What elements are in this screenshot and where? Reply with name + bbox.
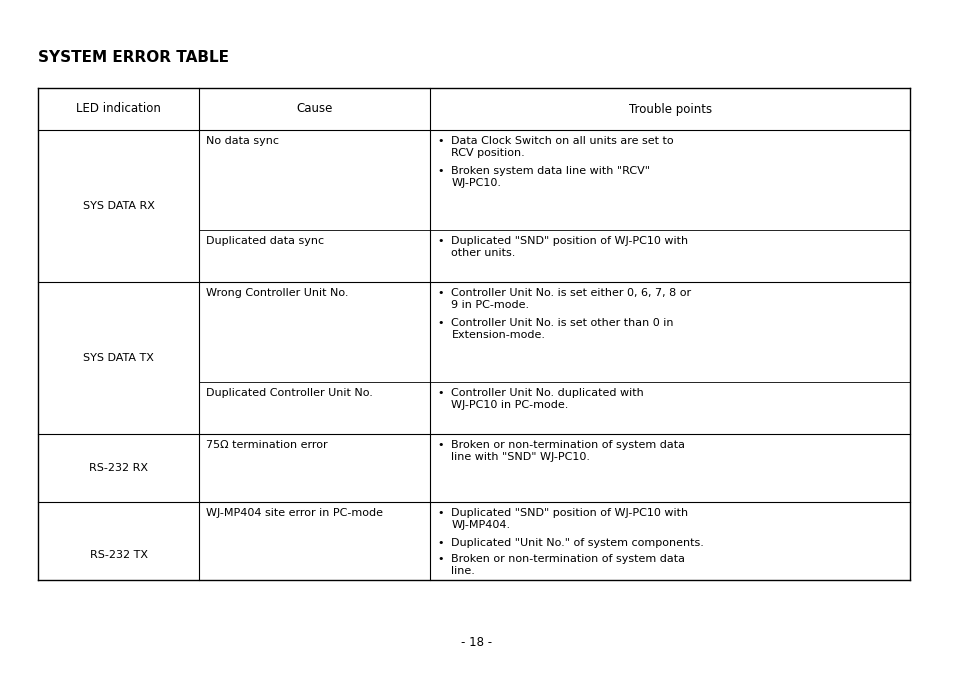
Text: •: • xyxy=(436,236,443,246)
Text: Cause: Cause xyxy=(296,102,333,115)
Text: •: • xyxy=(436,136,443,146)
Text: SYS DATA TX: SYS DATA TX xyxy=(83,353,154,363)
Text: 75Ω termination error: 75Ω termination error xyxy=(206,440,328,450)
Text: •: • xyxy=(436,440,443,450)
Text: Controller Unit No. is set either 0, 6, 7, 8 or
9 in PC-mode.: Controller Unit No. is set either 0, 6, … xyxy=(451,288,691,309)
Text: Broken or non-termination of system data
line.: Broken or non-termination of system data… xyxy=(451,555,684,576)
Text: •: • xyxy=(436,538,443,548)
Text: RS-232 TX: RS-232 TX xyxy=(90,550,148,560)
Text: Controller Unit No. duplicated with
WJ-PC10 in PC-mode.: Controller Unit No. duplicated with WJ-P… xyxy=(451,388,643,410)
Text: •: • xyxy=(436,288,443,298)
Text: SYS DATA RX: SYS DATA RX xyxy=(83,201,154,211)
Text: Duplicated "SND" position of WJ-PC10 with
WJ-MP404.: Duplicated "SND" position of WJ-PC10 wit… xyxy=(451,508,688,530)
Text: Duplicated data sync: Duplicated data sync xyxy=(206,236,324,246)
Text: Duplicated "Unit No." of system components.: Duplicated "Unit No." of system componen… xyxy=(451,538,703,548)
Text: Broken or non-termination of system data
line with "SND" WJ-PC10.: Broken or non-termination of system data… xyxy=(451,440,684,462)
Text: •: • xyxy=(436,318,443,328)
Text: Data Clock Switch on all units are set to
RCV position.: Data Clock Switch on all units are set t… xyxy=(451,136,674,158)
Text: Wrong Controller Unit No.: Wrong Controller Unit No. xyxy=(206,288,349,298)
Text: Trouble points: Trouble points xyxy=(628,102,711,115)
Text: •: • xyxy=(436,388,443,398)
Text: Broken system data line with "RCV"
WJ-PC10.: Broken system data line with "RCV" WJ-PC… xyxy=(451,166,650,187)
Text: LED indication: LED indication xyxy=(76,102,161,115)
Text: Controller Unit No. is set other than 0 in
Extension-mode.: Controller Unit No. is set other than 0 … xyxy=(451,318,673,340)
Text: - 18 -: - 18 - xyxy=(461,636,492,650)
Text: •: • xyxy=(436,166,443,176)
Text: •: • xyxy=(436,508,443,518)
Text: WJ-MP404 site error in PC-mode: WJ-MP404 site error in PC-mode xyxy=(206,508,383,518)
Text: SYSTEM ERROR TABLE: SYSTEM ERROR TABLE xyxy=(38,49,229,65)
Text: •: • xyxy=(436,555,443,565)
Text: Duplicated Controller Unit No.: Duplicated Controller Unit No. xyxy=(206,388,373,398)
Text: No data sync: No data sync xyxy=(206,136,279,146)
Text: Duplicated "SND" position of WJ-PC10 with
other units.: Duplicated "SND" position of WJ-PC10 wit… xyxy=(451,236,688,257)
Text: RS-232 RX: RS-232 RX xyxy=(89,463,148,473)
